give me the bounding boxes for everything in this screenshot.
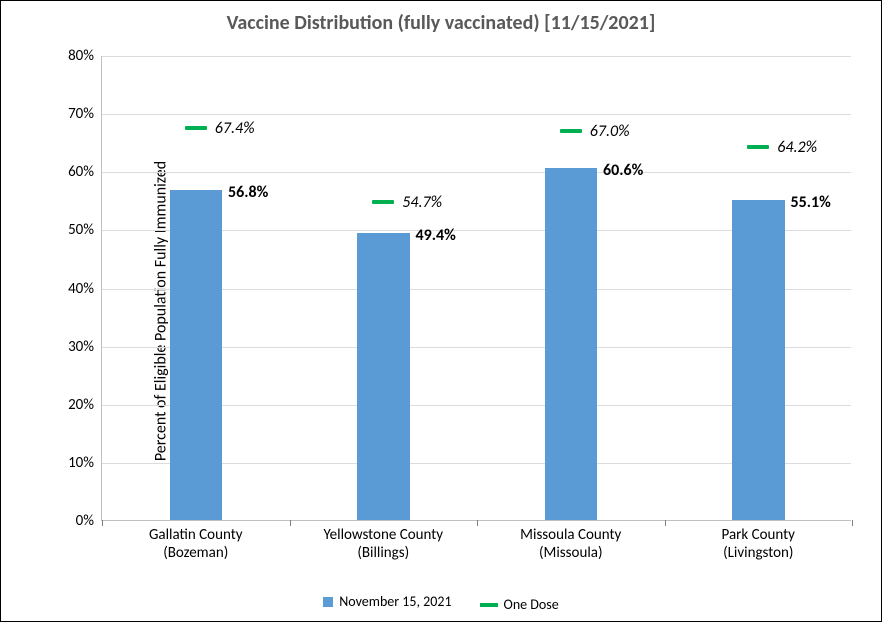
- gridline: [102, 56, 851, 57]
- x-tick-mark: [852, 520, 853, 526]
- x-tick-line1: Gallatin County: [149, 526, 243, 544]
- legend-item: November 15, 2021: [323, 593, 451, 610]
- y-tick-label: 0%: [76, 512, 102, 530]
- y-tick-label: 60%: [68, 163, 102, 181]
- legend: November 15, 2021 One Dose: [1, 593, 881, 613]
- bar-value-label: 60.6%: [603, 161, 643, 180]
- legend-label: One Dose: [504, 596, 559, 613]
- x-tick-line2: (Billings): [357, 544, 409, 562]
- chart-title: Vaccine Distribution (fully vaccinated) …: [1, 11, 881, 35]
- legend-label: November 15, 2021: [339, 593, 451, 610]
- x-tick-label: Park County(Livingston): [665, 520, 853, 562]
- one-dose-marker: [560, 129, 582, 133]
- one-dose-label: 54.7%: [402, 193, 442, 212]
- bar: [732, 200, 785, 520]
- x-tick-line2: (Missoula): [539, 544, 603, 562]
- x-tick-line2: (Livingston): [723, 544, 793, 562]
- plot-area: 0%10%20%30%40%50%60%70%80%56.8%67.4%Gall…: [101, 56, 851, 521]
- x-tick-line1: Yellowstone County: [323, 526, 443, 544]
- bar-value-label: 56.8%: [228, 183, 268, 202]
- y-tick-label: 30%: [68, 338, 102, 356]
- legend-item: One Dose: [480, 596, 559, 613]
- y-tick-label: 80%: [68, 47, 102, 65]
- y-tick-label: 10%: [68, 454, 102, 472]
- legend-box-icon: [323, 597, 333, 607]
- x-tick-line1: Park County: [722, 526, 795, 544]
- gridline: [102, 172, 851, 173]
- y-tick-label: 40%: [68, 280, 102, 298]
- bar-value-label: 55.1%: [791, 193, 831, 212]
- bar: [170, 190, 223, 520]
- bar: [545, 168, 598, 520]
- one-dose-marker: [372, 200, 394, 204]
- x-tick-label: Gallatin County(Bozeman): [102, 520, 290, 562]
- bar-value-label: 49.4%: [416, 226, 456, 245]
- gridline: [102, 114, 851, 115]
- one-dose-marker: [747, 145, 769, 149]
- y-tick-label: 70%: [68, 105, 102, 123]
- x-tick-label: Yellowstone County(Billings): [290, 520, 478, 562]
- one-dose-label: 67.0%: [590, 122, 630, 141]
- one-dose-label: 64.2%: [777, 138, 817, 157]
- legend-dash-icon: [480, 603, 498, 607]
- y-tick-label: 20%: [68, 396, 102, 414]
- x-tick-label: Missoula County(Missoula): [477, 520, 665, 562]
- y-tick-label: 50%: [68, 221, 102, 239]
- chart-container: Vaccine Distribution (fully vaccinated) …: [0, 0, 882, 622]
- one-dose-marker: [185, 126, 207, 130]
- x-tick-line1: Missoula County: [520, 526, 621, 544]
- one-dose-label: 67.4%: [215, 119, 255, 138]
- x-tick-line2: (Bozeman): [163, 544, 228, 562]
- bar: [357, 233, 410, 520]
